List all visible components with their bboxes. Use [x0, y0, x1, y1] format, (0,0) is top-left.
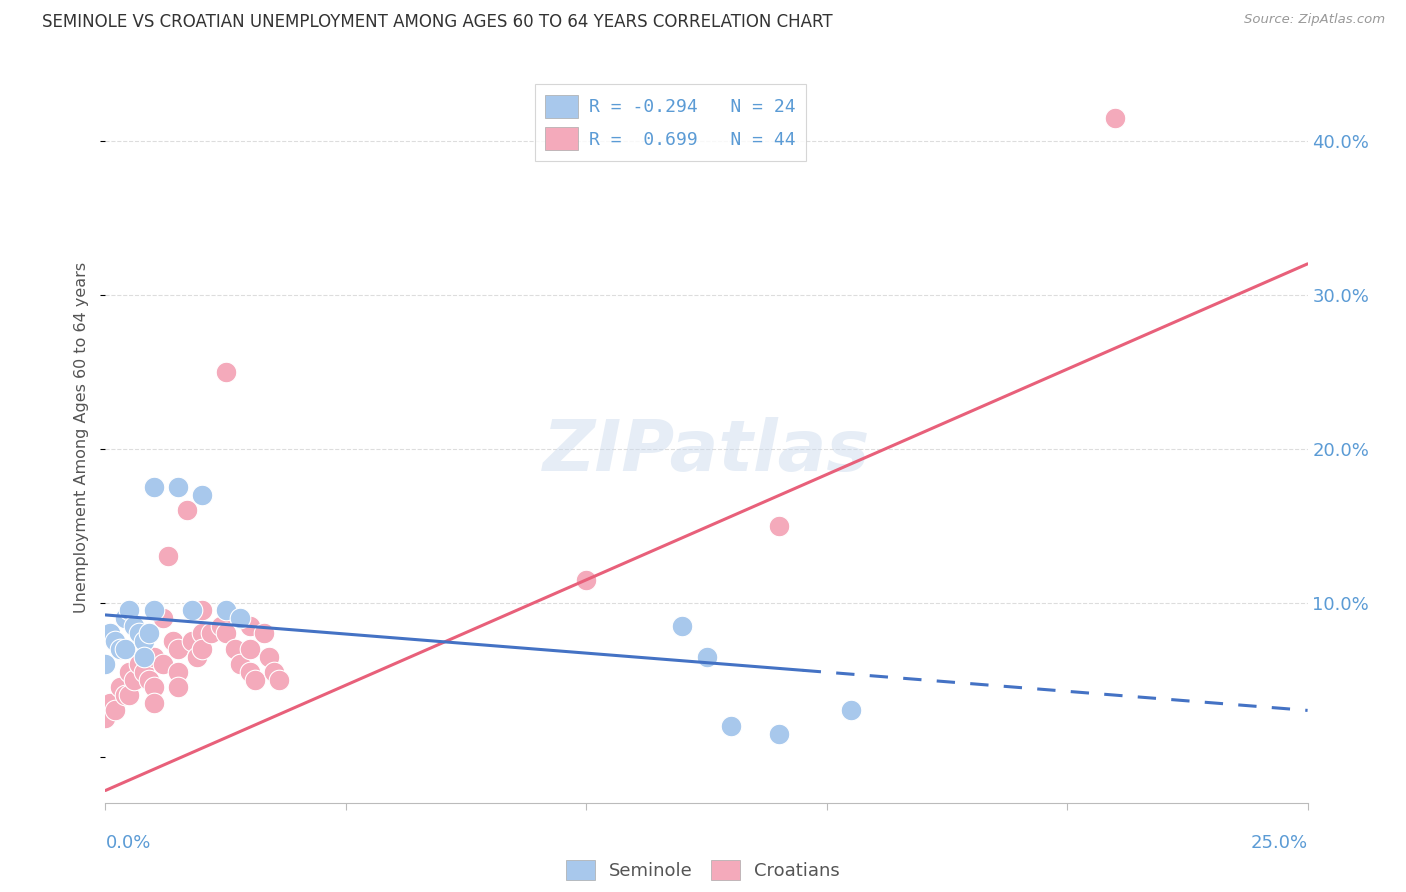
Point [104, 703, 127, 717]
Point [224, 641, 246, 656]
Point [239, 618, 262, 632]
Point [229, 611, 252, 625]
Point [142, 649, 165, 664]
Text: 25.0%: 25.0% [1250, 834, 1308, 852]
Point [128, 657, 150, 672]
Point [166, 641, 188, 656]
Point [166, 681, 188, 695]
Point [156, 549, 179, 564]
Point [200, 626, 222, 640]
Point [104, 634, 127, 648]
Point [214, 365, 236, 379]
Point [768, 726, 790, 740]
Point [190, 626, 212, 640]
Point [267, 673, 290, 687]
Point [118, 688, 141, 702]
Point [214, 626, 236, 640]
Text: ZIPatlas: ZIPatlas [543, 417, 870, 486]
Point [138, 626, 160, 640]
Point [239, 641, 262, 656]
Point [98, 696, 121, 710]
Point [181, 603, 204, 617]
Point [98, 626, 121, 640]
Point [142, 603, 165, 617]
Point [253, 626, 276, 640]
Point [114, 641, 136, 656]
Point [575, 573, 598, 587]
Point [118, 665, 141, 679]
Point [839, 703, 862, 717]
Point [176, 503, 198, 517]
Point [108, 641, 131, 656]
Point [186, 649, 208, 664]
Point [128, 626, 150, 640]
Point [152, 611, 174, 625]
Point [114, 688, 136, 702]
Point [671, 618, 693, 632]
Point [696, 649, 718, 664]
Point [162, 634, 184, 648]
Legend: R = -0.294   N = 24, R =  0.699   N = 44: R = -0.294 N = 24, R = 0.699 N = 44 [534, 84, 806, 161]
Point [229, 657, 252, 672]
Text: Source: ZipAtlas.com: Source: ZipAtlas.com [1244, 13, 1385, 27]
Point [166, 665, 188, 679]
Point [142, 681, 165, 695]
Point [142, 696, 165, 710]
Point [720, 719, 742, 733]
Point [94, 711, 117, 725]
Point [114, 611, 136, 625]
Point [181, 634, 204, 648]
Point [108, 681, 131, 695]
Point [132, 634, 155, 648]
Point [166, 480, 188, 494]
Point [214, 603, 236, 617]
Point [132, 649, 155, 664]
Point [209, 618, 232, 632]
Text: 0.0%: 0.0% [105, 834, 150, 852]
Point [263, 665, 285, 679]
Point [142, 480, 165, 494]
Point [768, 518, 790, 533]
Point [239, 665, 262, 679]
Point [94, 657, 117, 672]
Y-axis label: Unemployment Among Ages 60 to 64 years: Unemployment Among Ages 60 to 64 years [75, 261, 90, 613]
Point [118, 603, 141, 617]
Legend: Seminole, Croatians: Seminole, Croatians [558, 854, 848, 888]
Point [124, 618, 146, 632]
Point [152, 657, 174, 672]
Point [243, 673, 266, 687]
Point [138, 673, 160, 687]
Point [257, 649, 280, 664]
Point [190, 641, 212, 656]
Text: SEMINOLE VS CROATIAN UNEMPLOYMENT AMONG AGES 60 TO 64 YEARS CORRELATION CHART: SEMINOLE VS CROATIAN UNEMPLOYMENT AMONG … [42, 13, 832, 31]
Point [190, 488, 212, 502]
Point [124, 673, 146, 687]
Point [190, 603, 212, 617]
Point [1104, 111, 1126, 125]
Point [132, 665, 155, 679]
